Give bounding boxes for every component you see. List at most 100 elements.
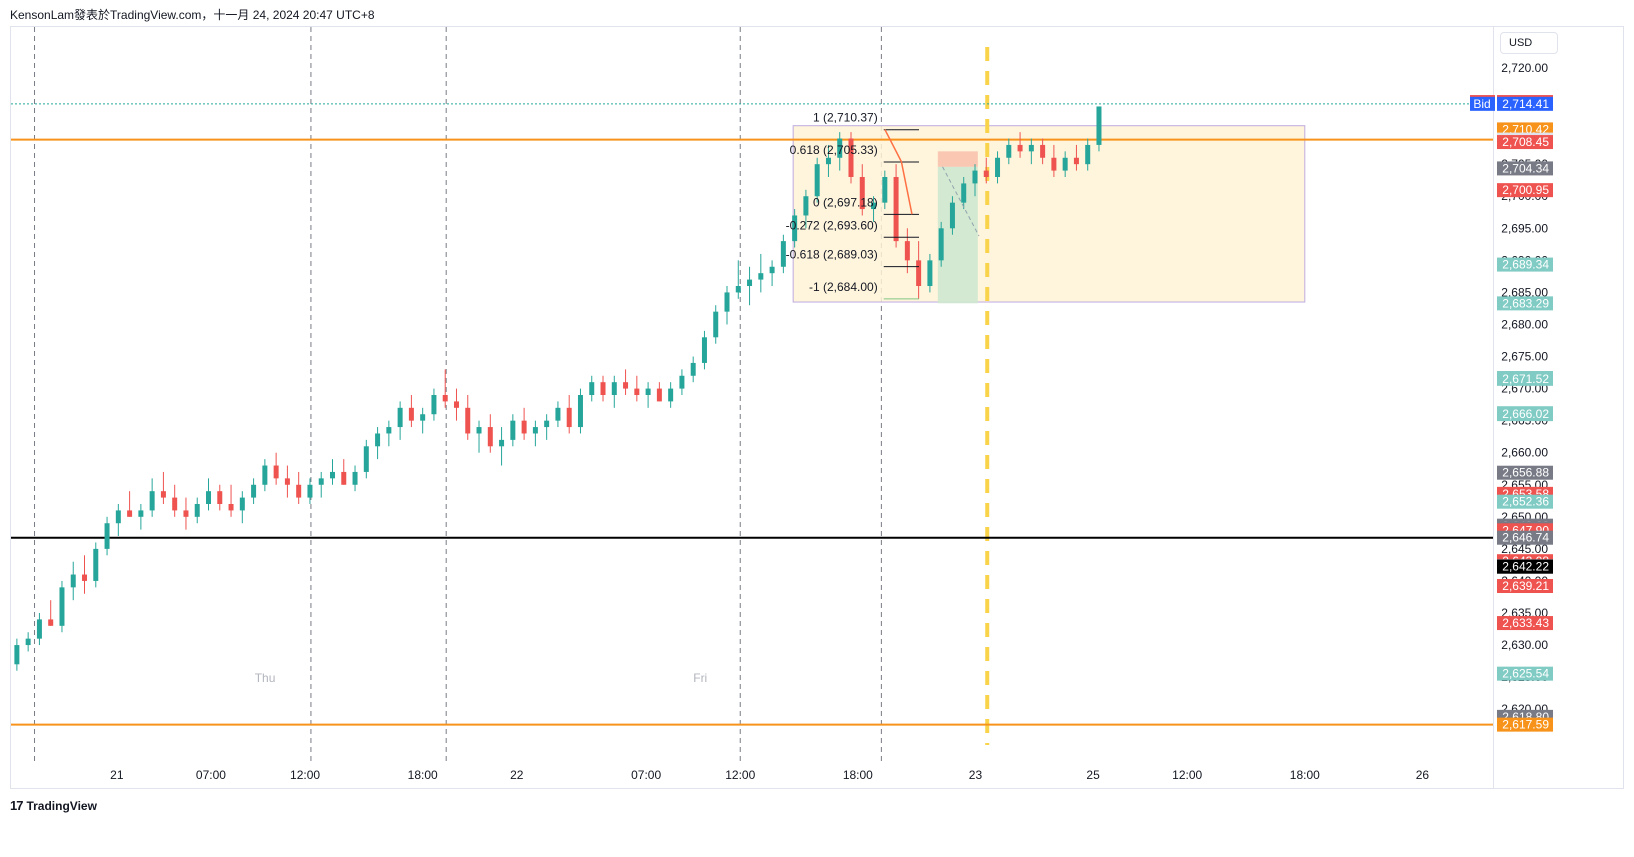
fib-anchor-path (884, 129, 913, 215)
x-axis-tick-label: 12:00 (1172, 768, 1202, 782)
candle-body (668, 388, 674, 402)
x-axis-tick-label: 12:00 (290, 768, 320, 782)
candle-body (780, 241, 786, 267)
candle-body (59, 587, 65, 626)
price-badge (1497, 494, 1553, 509)
candle-body (769, 266, 775, 274)
candle-body (882, 177, 888, 203)
candle-body (160, 491, 166, 498)
candle-body (420, 414, 426, 421)
candle-body (532, 427, 538, 434)
price-badge (1497, 530, 1553, 545)
candle-body (1085, 144, 1091, 165)
price-badge (1497, 616, 1553, 631)
price-scale[interactable] (1494, 26, 1624, 789)
candle-body (296, 484, 302, 498)
candle-body (48, 619, 54, 626)
tradingview-logo-icon: 17 (10, 798, 24, 813)
candle-body (724, 292, 730, 312)
chart-plot-area[interactable] (10, 26, 1494, 789)
chart-header: KensonLam發表於TradingView.com，十一月 24, 2024… (10, 8, 375, 22)
price-badge (1497, 666, 1553, 681)
candle-body (566, 407, 572, 428)
fib-level-label: -0.618 (2,689.03) (786, 248, 878, 262)
long-position-stop-zone (937, 151, 978, 167)
price-badge-value: 2,671.52 (1502, 372, 1549, 386)
candle-body (1040, 144, 1046, 158)
candle-body (611, 382, 617, 395)
candle-body (555, 407, 561, 421)
price-badge (1497, 296, 1553, 311)
candle-body (93, 548, 99, 581)
candle-body (634, 388, 640, 395)
currency-button[interactable]: USD (1500, 32, 1558, 54)
candle-body (747, 279, 753, 286)
candle-body (239, 497, 245, 511)
candle-body (510, 420, 516, 440)
candle-body (544, 420, 550, 428)
x-axis-tick-label: 25 (1086, 768, 1100, 782)
x-axis-tick-label: 18:00 (1290, 768, 1320, 782)
candle-body (284, 478, 290, 485)
day-watermark-label: Thu (255, 671, 276, 685)
price-badge-value: 2,633.43 (1502, 616, 1549, 630)
candle-body (82, 574, 88, 581)
x-axis-tick-label: 18:00 (408, 768, 438, 782)
x-axis-tick-label: 12:00 (725, 768, 755, 782)
candle-body (758, 273, 764, 280)
fib-level-label: 1 (2,710.37) (813, 111, 878, 125)
x-axis-tick-label: 26 (1416, 768, 1430, 782)
candle-body (995, 157, 1001, 177)
candle-body (127, 510, 133, 517)
candle-body (172, 497, 178, 511)
price-badge (1497, 407, 1553, 422)
candle-body (25, 638, 31, 646)
candle-body (251, 484, 257, 498)
tradingview-logo[interactable]: 17 TradingView (10, 798, 97, 813)
candle-body (104, 523, 110, 549)
price-badge-tag-label: Bid (1473, 97, 1490, 111)
candle-body (859, 177, 865, 210)
candle-body (701, 337, 707, 363)
candle-body (149, 491, 155, 511)
x-axis-tick-label: 23 (969, 768, 983, 782)
day-watermark-label: Fri (693, 671, 707, 685)
y-axis-tick-label: 2,685.00 (1501, 285, 1548, 299)
candle-body (352, 471, 358, 485)
candle-body (814, 164, 820, 197)
candle-body (375, 433, 381, 447)
candle-body (972, 170, 978, 184)
x-axis-tick-label: 21 (110, 768, 124, 782)
candle-body (262, 465, 268, 485)
price-badge-value: 2,642.22 (1502, 560, 1549, 574)
x-axis-tick-label: 07:00 (196, 768, 226, 782)
price-badge-value: 2,646.74 (1502, 531, 1549, 545)
candle-body (645, 388, 651, 395)
candle-body (735, 286, 741, 293)
price-badge (1497, 579, 1553, 594)
candle-body (713, 311, 719, 338)
price-badge (1497, 717, 1553, 732)
candle-body (1062, 157, 1068, 171)
candle-body (792, 215, 798, 242)
price-badge-value: 2,656.88 (1502, 466, 1549, 480)
candle-body (453, 401, 459, 408)
price-badge-value: 2,666.02 (1502, 407, 1549, 421)
price-badge-value: 2,700.95 (1502, 183, 1549, 197)
price-badge-value: 2,708.45 (1502, 135, 1549, 149)
candle-body (36, 619, 42, 639)
x-axis-tick-label: 07:00 (631, 768, 661, 782)
candle-body (273, 465, 279, 479)
tradingview-brand: TradingView (26, 798, 97, 813)
candle-body (600, 382, 606, 395)
candle-body (690, 362, 696, 376)
price-badge-value: 2,689.34 (1502, 258, 1549, 272)
candle-body (476, 427, 482, 434)
candle-body (837, 138, 843, 158)
candle-body (938, 228, 944, 261)
candle-body (14, 645, 20, 665)
candle-body (623, 382, 629, 389)
y-axis-tick-label: 2,645.00 (1501, 542, 1548, 556)
candle-body (487, 427, 493, 447)
